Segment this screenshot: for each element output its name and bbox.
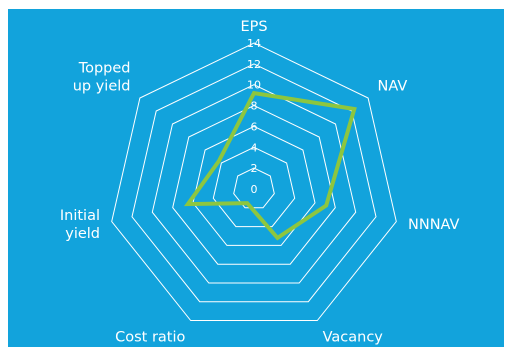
axis-label: Topped up yield [73,61,131,95]
tick-label: 6 [251,120,258,133]
tick-label: 10 [247,79,261,92]
axis-label: NNNAV [408,217,460,233]
series-line [183,90,357,241]
axis-label-line: Initial [60,208,100,224]
data-point [246,202,248,204]
axis-label-line: EPS [240,19,267,35]
tick-label: 0 [251,183,258,196]
data-point [218,160,220,162]
axis-label: Vacancy [323,329,384,345]
data-point [187,203,189,205]
grid-ring [212,146,296,228]
grid-ring [192,125,316,246]
data-point [325,204,328,207]
data-point [276,237,279,239]
tick-label: 4 [251,141,258,154]
axis-label-line: NAV [378,79,408,95]
axis-label: EPS [240,19,267,35]
radar-chart: 0 2 4 6 8 10 12 14 EPS NAV NNNAV Vacancy Cost ratio I… [60,19,460,345]
axis-label-line: Cost ratio [115,329,185,345]
data-point [253,92,255,94]
axis-label-line: NNNAV [408,217,460,233]
axis-label: Initial yield [60,208,100,242]
axis-label-line: Topped [78,61,131,77]
grid-ring [131,63,377,303]
tick-label: 2 [251,162,258,175]
grid-ring [151,84,357,284]
chart-panel: 0 2 4 6 8 10 12 14 EPS NAV NNNAV Vacancy Cost ratio I… [8,9,504,347]
axis-label: NAV [378,79,408,95]
grid-ring [172,105,336,265]
tick-label: 8 [251,100,258,113]
axis-label-line: up yield [73,79,131,95]
axis-label-line: Vacancy [323,329,384,345]
tick-label: 12 [247,58,261,71]
axis-label: Cost ratio [115,329,185,345]
data-point [353,108,356,110]
axis-label-line: yield [65,226,100,242]
grid-ring [233,167,275,209]
tick-label: 14 [247,37,261,50]
grid-ring [111,42,397,321]
grid-rings [111,42,397,321]
